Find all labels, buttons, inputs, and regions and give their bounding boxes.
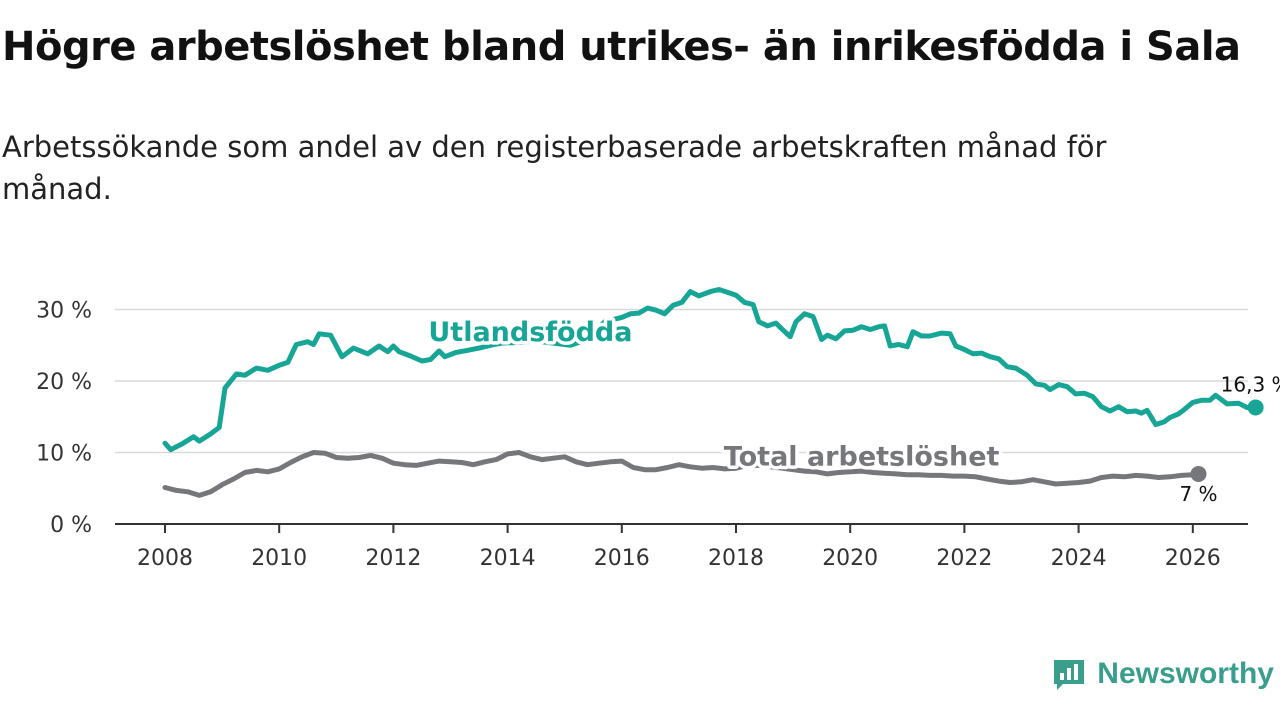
x-tick-label: 2010 <box>251 546 307 571</box>
end-value-label-utlandsfödda: 16,3 % <box>1221 372 1280 396</box>
y-tick-label: 10 % <box>36 442 92 467</box>
end-value-label-total-arbetslöshet: 7 % <box>1179 482 1217 506</box>
brand-name: Newsworthy <box>1097 657 1274 690</box>
chart-subtitle: Arbetssökande som andel av den registerb… <box>2 130 1107 206</box>
y-axis: 0 % 10 % 20 % 30 % <box>36 299 92 539</box>
newsworthy-logo-icon <box>1054 660 1085 690</box>
x-tick-label: 2016 <box>594 546 650 571</box>
y-tick-label: 20 % <box>36 370 92 395</box>
x-tick-label: 2018 <box>708 546 764 571</box>
series-label-utlandsfödda: Utlandsfödda <box>428 317 632 348</box>
series-label-total-arbetslöshet: Total arbetslöshet <box>724 441 1000 472</box>
chart-title: Högre arbetslöshet bland utrikes- än inr… <box>2 24 1241 70</box>
series-label-halo: Total arbetslöshet <box>724 441 1000 472</box>
x-axis: 2008 2010 2012 2014 2016 2018 2020 2022 2024 2026 <box>115 523 1248 571</box>
y-tick-label: 30 % <box>36 299 92 324</box>
series-line-utlandsfödda <box>162 287 1259 453</box>
x-tick-label: 2024 <box>1051 546 1107 571</box>
series-label-halo: Utlandsfödda <box>428 317 632 348</box>
x-tick-label: 2022 <box>936 546 992 571</box>
series-lines <box>162 287 1259 498</box>
y-tick-label: 0 % <box>50 513 92 538</box>
gridlines <box>115 308 1248 454</box>
x-tick-label: 2026 <box>1165 546 1221 571</box>
x-tick-label: 2020 <box>822 546 878 571</box>
end-point-total-arbetslöshet <box>1190 465 1207 482</box>
end-point-utlandsfödda <box>1247 399 1264 416</box>
series-line-total-arbetslöshet <box>162 450 1201 498</box>
x-tick-label: 2008 <box>137 546 193 571</box>
x-tick-label: 2014 <box>480 546 536 571</box>
x-tick-label: 2012 <box>365 546 421 571</box>
brand[interactable]: Newsworthy <box>1051 656 1274 692</box>
end-markers: 16,3 % 7 % <box>1179 372 1280 505</box>
